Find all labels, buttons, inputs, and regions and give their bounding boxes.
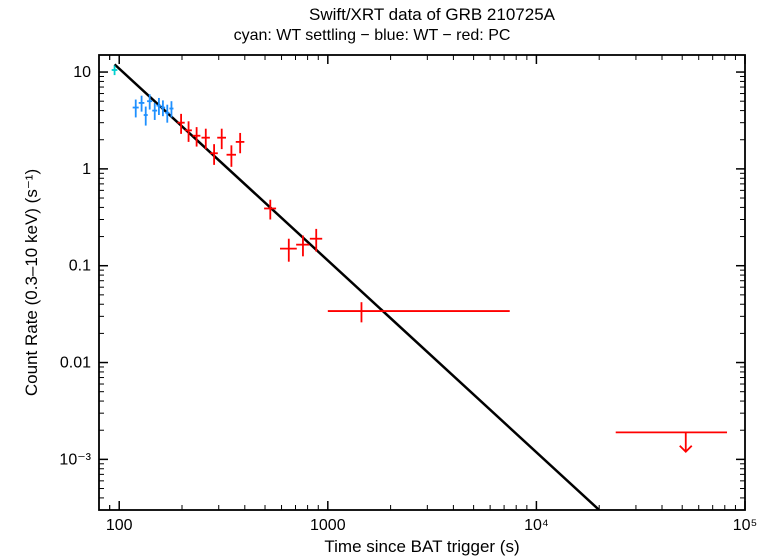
x-tick-label: 100	[106, 517, 133, 534]
x-tick-label: 1000	[310, 517, 346, 534]
lightcurve-chart: 100 1000 10⁴ 10⁵ 10⁻³ 0.01 0.1 1 10 Swift/XRT dat…	[0, 0, 770, 558]
x-tick-label: 10⁵	[733, 517, 757, 534]
y-tick-label: 10	[73, 64, 91, 81]
y-tick-label: 0.01	[60, 355, 91, 372]
y-tick-label: 0.1	[69, 258, 91, 275]
chart-title: Swift/XRT data of GRB 210725A	[309, 5, 556, 24]
y-tick-label: 10⁻³	[59, 451, 91, 468]
chart-container: 100 1000 10⁴ 10⁵ 10⁻³ 0.01 0.1 1 10 Swift/XRT dat…	[0, 0, 770, 558]
x-axis-label: Time since BAT trigger (s)	[324, 537, 519, 556]
y-axis-label: Count Rate (0.3–10 keV) (s⁻¹)	[22, 169, 41, 396]
y-tick-label: 1	[82, 161, 91, 178]
x-tick-label: 10⁴	[524, 517, 549, 534]
chart-subtitle: cyan: WT settling − blue: WT − red: PC	[234, 27, 511, 44]
plot-area	[99, 55, 745, 510]
